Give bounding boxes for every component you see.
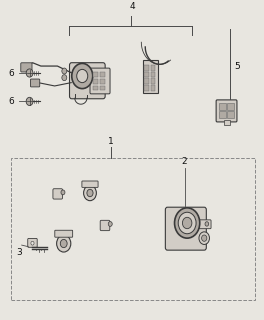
Circle shape (31, 241, 34, 245)
Text: 6: 6 (8, 68, 14, 77)
Circle shape (60, 239, 67, 248)
Circle shape (72, 63, 93, 89)
Circle shape (77, 69, 88, 83)
Bar (11, 158, 256, 300)
Bar (144, 85, 149, 91)
Circle shape (26, 69, 33, 77)
Bar (93, 72, 98, 77)
Bar (100, 79, 105, 84)
Text: 5: 5 (234, 62, 240, 71)
Bar (219, 111, 225, 118)
Circle shape (84, 185, 96, 201)
Circle shape (178, 212, 196, 234)
Bar (151, 78, 155, 84)
Text: 6: 6 (8, 97, 14, 106)
Circle shape (202, 235, 207, 241)
FancyBboxPatch shape (216, 100, 237, 122)
Bar (224, 120, 229, 125)
Bar (144, 78, 149, 84)
Bar (144, 65, 149, 71)
Bar (151, 65, 155, 71)
Bar (93, 86, 98, 90)
Text: 1: 1 (108, 137, 114, 146)
FancyBboxPatch shape (199, 220, 211, 229)
FancyBboxPatch shape (53, 189, 63, 199)
FancyBboxPatch shape (21, 63, 32, 72)
Circle shape (199, 232, 209, 244)
Circle shape (57, 235, 71, 252)
Bar (93, 79, 98, 84)
Circle shape (87, 189, 93, 197)
Bar (227, 103, 234, 110)
Text: 2: 2 (182, 157, 187, 166)
Bar (151, 72, 155, 77)
Bar (227, 111, 234, 118)
Bar (143, 60, 158, 93)
Bar (144, 72, 149, 77)
Circle shape (175, 208, 200, 238)
Circle shape (62, 75, 67, 81)
Circle shape (108, 221, 112, 226)
FancyBboxPatch shape (28, 238, 37, 247)
FancyBboxPatch shape (69, 63, 105, 99)
Circle shape (182, 217, 192, 229)
Circle shape (26, 97, 33, 106)
Bar (219, 103, 225, 110)
FancyBboxPatch shape (100, 220, 110, 231)
FancyBboxPatch shape (82, 181, 98, 188)
Circle shape (205, 222, 209, 226)
Circle shape (62, 68, 67, 74)
FancyBboxPatch shape (90, 68, 110, 94)
Circle shape (61, 190, 65, 195)
FancyBboxPatch shape (55, 230, 73, 237)
Bar (100, 72, 105, 77)
Bar (151, 85, 155, 91)
Text: 3: 3 (16, 248, 22, 257)
FancyBboxPatch shape (30, 79, 40, 87)
Bar (100, 86, 105, 90)
FancyBboxPatch shape (165, 207, 206, 250)
Text: 4: 4 (129, 3, 135, 12)
